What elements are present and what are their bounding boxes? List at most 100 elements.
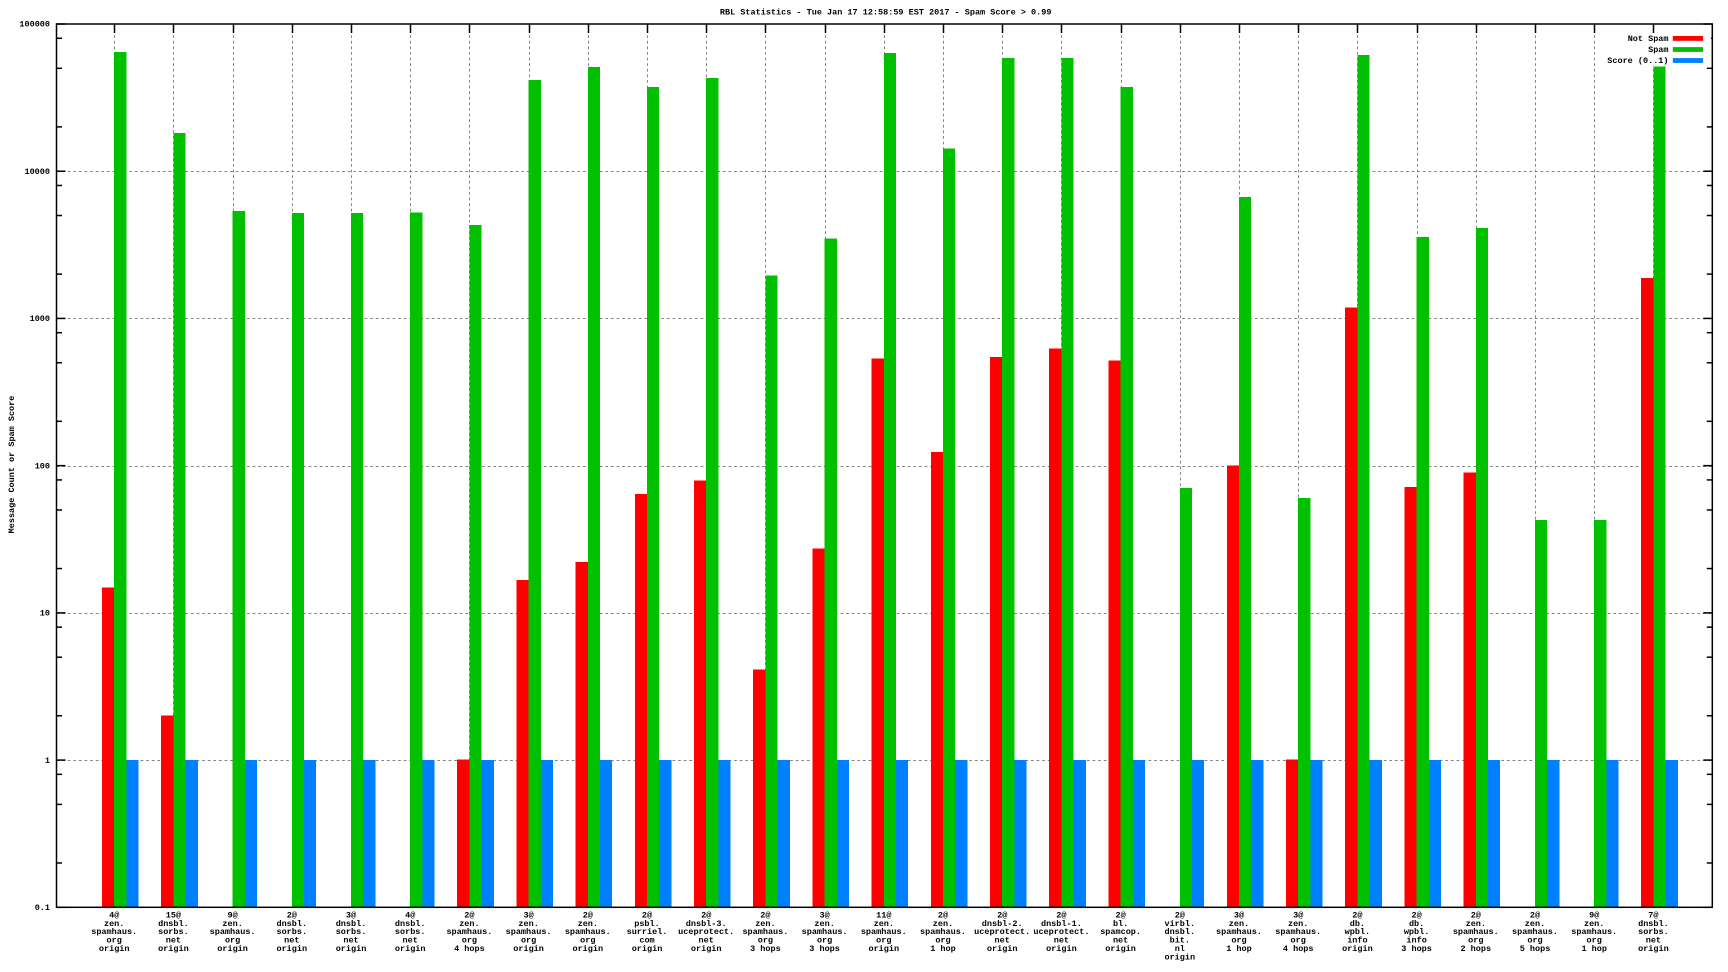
svg-text:org: org xyxy=(876,936,891,946)
svg-text:15@: 15@ xyxy=(166,910,181,920)
svg-text:org: org xyxy=(1468,936,1483,946)
svg-text:origin: origin xyxy=(691,944,722,954)
svg-text:origin: origin xyxy=(1046,944,1077,954)
svg-text:surriel.: surriel. xyxy=(627,927,668,937)
svg-text:com: com xyxy=(639,936,654,946)
svg-text:Message Count or Spam Score: Message Count or Spam Score xyxy=(7,396,17,534)
svg-text:sorbs.: sorbs. xyxy=(276,927,307,937)
svg-text:virbl.: virbl. xyxy=(1164,919,1195,929)
svg-text:bit.: bit. xyxy=(1170,936,1190,946)
svg-text:spamhaus.: spamhaus. xyxy=(742,927,788,937)
svg-text:2@: 2@ xyxy=(1411,910,1421,920)
svg-text:org: org xyxy=(817,936,832,946)
svg-text:3 hops: 3 hops xyxy=(1401,944,1432,954)
svg-text:9@: 9@ xyxy=(227,910,237,920)
svg-text:org: org xyxy=(1527,936,1542,946)
svg-text:net: net xyxy=(403,936,418,946)
svg-text:Spam: Spam xyxy=(1648,45,1668,55)
svg-text:spamhaus.: spamhaus. xyxy=(1216,927,1262,937)
svg-text:zen.: zen. xyxy=(814,919,834,929)
svg-text:dnsbl.: dnsbl. xyxy=(1638,919,1669,929)
svg-text:3@: 3@ xyxy=(523,910,533,920)
svg-text:2@: 2@ xyxy=(1115,910,1125,920)
svg-text:spamhaus.: spamhaus. xyxy=(1571,927,1617,937)
svg-text:zen.: zen. xyxy=(933,919,953,929)
svg-text:1: 1 xyxy=(45,756,50,766)
svg-text:origin: origin xyxy=(99,944,130,954)
svg-text:2@: 2@ xyxy=(1056,910,1066,920)
svg-text:origin: origin xyxy=(1164,953,1195,963)
svg-text:dnsbl.: dnsbl. xyxy=(158,919,189,929)
svg-text:3@: 3@ xyxy=(1293,910,1303,920)
svg-text:1000: 1000 xyxy=(30,314,50,324)
svg-text:zen.: zen. xyxy=(518,919,538,929)
svg-text:4 hops: 4 hops xyxy=(454,944,485,954)
svg-text:sorbs.: sorbs. xyxy=(158,927,189,937)
svg-text:spamhaus.: spamhaus. xyxy=(1453,927,1499,937)
svg-text:origin: origin xyxy=(336,944,367,954)
svg-text:uceprotect.: uceprotect. xyxy=(1033,927,1089,937)
svg-text:sorbs.: sorbs. xyxy=(1638,927,1669,937)
svg-text:org: org xyxy=(1291,936,1306,946)
svg-text:db.: db. xyxy=(1350,919,1365,929)
svg-text:wpbl.: wpbl. xyxy=(1345,927,1371,937)
svg-text:sorbs.: sorbs. xyxy=(395,927,426,937)
svg-text:origin: origin xyxy=(1638,944,1669,954)
svg-text:1 hop: 1 hop xyxy=(930,944,956,954)
svg-text:info: info xyxy=(1347,936,1367,946)
svg-text:zen.: zen. xyxy=(874,919,894,929)
svg-text:0.1: 0.1 xyxy=(35,903,50,913)
svg-text:net: net xyxy=(1113,936,1128,946)
svg-text:zen.: zen. xyxy=(1288,919,1308,929)
svg-text:net: net xyxy=(1646,936,1661,946)
svg-text:zen.: zen. xyxy=(459,919,479,929)
svg-text:spamhaus.: spamhaus. xyxy=(565,927,611,937)
svg-text:net: net xyxy=(284,936,299,946)
svg-text:dnsbl-2.: dnsbl-2. xyxy=(982,919,1023,929)
svg-text:origin: origin xyxy=(217,944,248,954)
svg-text:origin: origin xyxy=(572,944,603,954)
svg-text:net: net xyxy=(343,936,358,946)
svg-text:origin: origin xyxy=(1342,944,1373,954)
svg-text:spamhaus.: spamhaus. xyxy=(446,927,492,937)
svg-text:spamhaus.: spamhaus. xyxy=(506,927,552,937)
svg-text:org: org xyxy=(1231,936,1246,946)
svg-text:psbl.: psbl. xyxy=(634,919,660,929)
svg-text:3@: 3@ xyxy=(346,910,356,920)
svg-text:100: 100 xyxy=(35,461,50,471)
svg-text:dnsbl-1.: dnsbl-1. xyxy=(1041,919,1082,929)
svg-text:org: org xyxy=(107,936,122,946)
svg-text:2 hops: 2 hops xyxy=(1460,944,1491,954)
svg-text:zen.: zen. xyxy=(222,919,242,929)
svg-text:zen.: zen. xyxy=(578,919,598,929)
svg-text:org: org xyxy=(521,936,536,946)
svg-text:origin: origin xyxy=(276,944,307,954)
svg-text:origin: origin xyxy=(987,944,1018,954)
svg-text:11@: 11@ xyxy=(876,910,891,920)
svg-text:zen.: zen. xyxy=(1229,919,1249,929)
svg-text:origin: origin xyxy=(513,944,544,954)
svg-text:sorbs.: sorbs. xyxy=(336,927,367,937)
svg-text:wpbl.: wpbl. xyxy=(1404,927,1430,937)
svg-text:uceprotect.: uceprotect. xyxy=(974,927,1030,937)
svg-text:bl.: bl. xyxy=(1113,919,1128,929)
svg-text:7@: 7@ xyxy=(1648,910,1658,920)
svg-text:origin: origin xyxy=(158,944,189,954)
svg-text:org: org xyxy=(758,936,773,946)
svg-text:info: info xyxy=(1406,936,1426,946)
svg-text:2@: 2@ xyxy=(287,910,297,920)
svg-text:origin: origin xyxy=(632,944,663,954)
svg-text:org: org xyxy=(935,936,950,946)
svg-text:3@: 3@ xyxy=(819,910,829,920)
svg-text:2@: 2@ xyxy=(642,910,652,920)
svg-text:org: org xyxy=(580,936,595,946)
svg-text:9@: 9@ xyxy=(1589,910,1599,920)
svg-text:spamhaus.: spamhaus. xyxy=(802,927,848,937)
svg-text:zen.: zen. xyxy=(1584,919,1604,929)
svg-text:4@: 4@ xyxy=(109,910,119,920)
svg-text:2@: 2@ xyxy=(1175,910,1185,920)
svg-text:org: org xyxy=(225,936,240,946)
svg-text:2@: 2@ xyxy=(583,910,593,920)
svg-text:RBL Statistics - Tue Jan 17 12: RBL Statistics - Tue Jan 17 12:58:59 EST… xyxy=(720,7,1052,17)
svg-text:net: net xyxy=(1054,936,1069,946)
